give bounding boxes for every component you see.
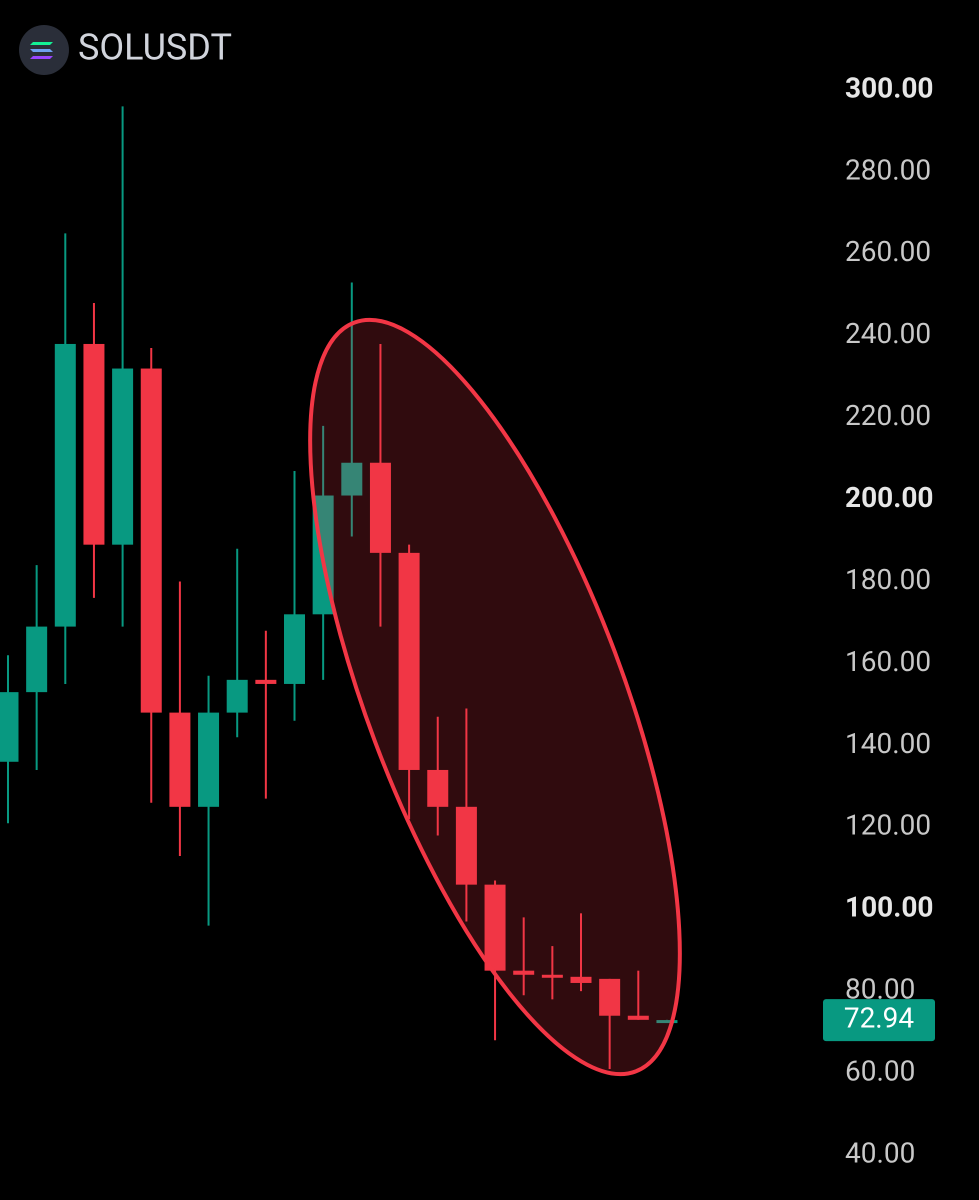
y-tick-label: 300.00 [845, 71, 933, 104]
candle-body [427, 769, 449, 807]
candle-body [83, 343, 105, 545]
candle-body [255, 679, 277, 684]
candles [0, 106, 678, 1069]
last-price-box [823, 999, 935, 1042]
candle-body [198, 712, 220, 807]
candle-body [513, 970, 535, 975]
candle-body [284, 614, 305, 684]
candle-body [656, 1020, 678, 1024]
candle-body [570, 976, 592, 983]
highlight-ellipse [308, 317, 682, 1077]
y-tick-label: 180.00 [845, 563, 931, 596]
y-tick-label: 160.00 [845, 645, 931, 678]
last-price-label: 72.94 [844, 1001, 915, 1034]
y-tick-label: 200.00 [845, 481, 933, 514]
candle-body [169, 712, 191, 807]
candle-body [541, 974, 563, 978]
candle-body [627, 1015, 649, 1020]
y-tick-label: 40.00 [845, 1136, 915, 1169]
y-tick-label: 120.00 [845, 809, 931, 842]
y-tick-label: 220.00 [845, 399, 931, 432]
candle-body [369, 462, 391, 553]
candle-body [398, 552, 420, 770]
candle-body [112, 368, 134, 545]
y-tick-label: 60.00 [845, 1054, 915, 1087]
candle-body [26, 626, 48, 693]
y-tick-label: 140.00 [845, 727, 931, 760]
y-tick-label: 260.00 [845, 235, 931, 268]
candle-body [54, 343, 76, 627]
candle-body [599, 978, 621, 1016]
price-axis: 40.0060.0080.00100.00120.00140.00160.001… [823, 71, 935, 1169]
candle-body [455, 806, 477, 885]
y-tick-label: 240.00 [845, 317, 931, 350]
y-tick-label: 100.00 [845, 891, 933, 924]
candle-body [484, 884, 506, 971]
candle-body [0, 692, 19, 762]
chart-title: SOLUSDT [78, 27, 232, 69]
symbol-icon [19, 25, 69, 75]
candle-body [226, 679, 248, 713]
candle-body [140, 368, 162, 713]
y-tick-label: 280.00 [845, 153, 931, 186]
candle-body [341, 462, 363, 496]
